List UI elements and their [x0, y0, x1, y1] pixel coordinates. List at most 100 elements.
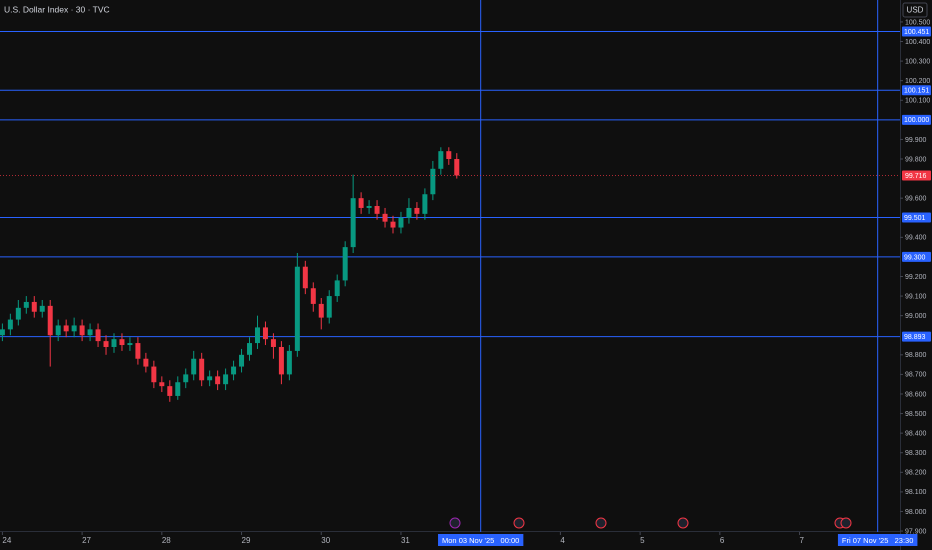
x-tick-label: 24 [2, 536, 11, 545]
candle-body [183, 374, 189, 383]
candle-body [0, 329, 5, 336]
y-tick-label: 99.000 [905, 313, 927, 320]
y-tick-label: 98.100 [905, 489, 927, 496]
event-icon[interactable] [840, 517, 852, 529]
event-icon[interactable] [595, 517, 607, 529]
candle-body [358, 198, 364, 208]
candle-body [454, 159, 460, 176]
candle-body [326, 296, 332, 318]
y-tick-label: 99.600 [905, 196, 927, 203]
candle-body [111, 339, 117, 347]
event-icon[interactable] [449, 517, 461, 529]
candle-body [446, 151, 452, 160]
candle-body [175, 382, 181, 396]
candle-body [31, 301, 37, 312]
candle-body [406, 207, 412, 218]
y-tick-label: 98.500 [905, 411, 927, 418]
y-tick-label: 98.000 [905, 509, 927, 516]
x-tick-label: 27 [82, 536, 91, 545]
y-tick-label: 100.400 [905, 39, 930, 46]
candle-body [119, 339, 125, 346]
candle-body [294, 266, 300, 351]
candle-body [398, 217, 404, 228]
level-label-box [902, 331, 931, 342]
candle-body [159, 382, 165, 387]
candle-body [438, 151, 444, 169]
x-tick-label: 4 [560, 536, 565, 545]
candle-body [350, 198, 356, 248]
candle-body [382, 213, 388, 222]
candle-body [87, 329, 93, 336]
y-tick-label: 99.100 [905, 293, 927, 300]
y-tick-label: 98.800 [905, 352, 927, 359]
event-icon[interactable] [677, 517, 689, 529]
candle-body [39, 305, 45, 312]
candle-body [95, 329, 101, 342]
time-marker-label: Mon 03 Nov '25 00:00 [442, 536, 519, 545]
candle-body [7, 319, 13, 330]
y-tick-label: 99.800 [905, 156, 927, 163]
level-label-box [902, 251, 931, 262]
chart-title: U.S. Dollar Index · 30 · TVC [4, 4, 110, 14]
candle-body [167, 386, 173, 396]
candle-body [247, 343, 253, 355]
candle-body [262, 327, 268, 340]
candle-body [63, 325, 69, 332]
x-tick-label: 6 [720, 536, 725, 545]
y-tick-label: 99.900 [905, 137, 927, 144]
event-icons [449, 517, 852, 529]
x-tick-label: 7 [800, 536, 805, 545]
level-label-box [902, 26, 931, 37]
y-tick-label: 97.900 [905, 528, 927, 535]
candle-body [15, 307, 21, 320]
candle-body [151, 366, 157, 383]
candle-body [239, 354, 245, 367]
candle-body [286, 350, 292, 375]
level-label-box [902, 212, 931, 223]
y-tick-label: 98.700 [905, 372, 927, 379]
y-tick-label: 99.200 [905, 274, 927, 281]
currency[interactable]: USD [907, 6, 924, 15]
candle-body [430, 168, 436, 195]
last-price-label: 99.716 [905, 173, 927, 180]
level-label: 100.000 [904, 117, 929, 124]
level-label: 99.300 [904, 254, 926, 261]
y-tick-label: 98.300 [905, 450, 927, 457]
x-tick-label: 28 [162, 536, 171, 545]
y-tick-label: 98.600 [905, 391, 927, 398]
y-tick-label: 98.400 [905, 430, 927, 437]
y-tick-label: 98.200 [905, 470, 927, 477]
candle-body [199, 358, 205, 381]
y-tick-label: 100.500 [905, 19, 930, 26]
candle-body [254, 327, 260, 344]
currency-box[interactable] [902, 2, 928, 18]
time-marker-box [438, 534, 524, 546]
candle-body [215, 376, 221, 385]
y-tick-label: 99.400 [905, 235, 927, 242]
candle-body [223, 374, 229, 385]
candle-body [366, 205, 372, 208]
time-marker-box [837, 534, 918, 546]
last-price-box [902, 170, 931, 181]
x-tick-label: 30 [321, 536, 330, 545]
candle-body [334, 280, 340, 297]
event-icon[interactable] [513, 517, 525, 529]
x-tick-label: 5 [640, 536, 645, 545]
level-label: 99.501 [904, 215, 926, 222]
candle-body [278, 346, 284, 375]
level-label-box [902, 85, 931, 96]
level-label: 98.893 [904, 334, 926, 341]
level-label-box [902, 114, 931, 125]
candle-body [23, 301, 29, 308]
candle-body [55, 325, 61, 336]
candle-body [414, 207, 420, 214]
candle-body [302, 266, 308, 289]
candle-body [231, 366, 237, 375]
candle-body [374, 205, 380, 214]
candle-body [143, 358, 149, 367]
time-marker-label: Fri 07 Nov '25 23:30 [842, 536, 913, 545]
y-tick-label: 100.100 [905, 98, 930, 105]
